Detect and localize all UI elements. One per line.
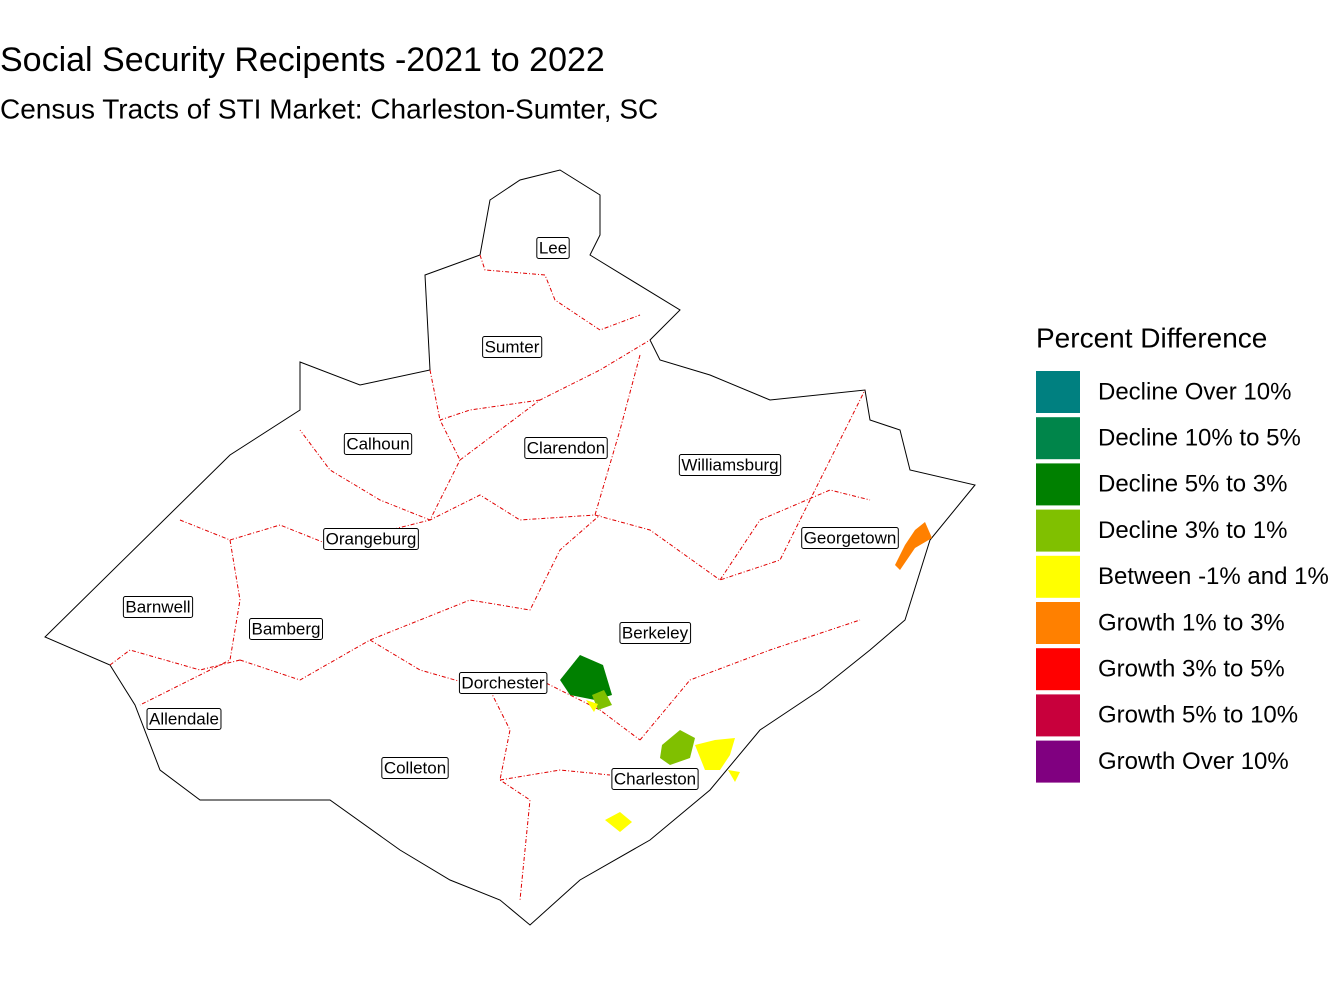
legend-label: Decline Over 10% xyxy=(1098,378,1291,405)
tract xyxy=(895,522,932,570)
county-labels: Lee Sumter Calhoun Clarendon Williamsbur… xyxy=(122,236,899,790)
legend-label: Growth Over 10% xyxy=(1098,748,1289,775)
legend-label: Decline 3% to 1% xyxy=(1098,517,1287,544)
county-label-box xyxy=(249,617,323,640)
legend-swatch xyxy=(1036,740,1080,783)
county-label: Clarendon xyxy=(527,438,605,457)
county-label: Sumter xyxy=(485,337,540,356)
legend-label: Decline 5% to 3% xyxy=(1098,471,1287,498)
tract xyxy=(586,700,598,712)
legend-swatch xyxy=(1036,602,1080,644)
legend-swatch xyxy=(1036,694,1080,737)
tract xyxy=(695,738,735,770)
county-label-box xyxy=(801,526,899,549)
county-label-box xyxy=(611,767,699,790)
county-label-box xyxy=(458,671,548,694)
legend-swatch xyxy=(1036,417,1080,460)
county-label: Georgetown xyxy=(804,528,897,547)
county-label: Orangeburg xyxy=(326,529,417,548)
county-label: Lee xyxy=(539,238,567,257)
legend: Decline Over 10% Decline 10% to 5% Decline… xyxy=(1036,371,1329,783)
county-label: Colleton xyxy=(384,758,446,777)
county-label-box xyxy=(343,432,413,455)
county-label-box xyxy=(536,236,570,259)
county-label-box xyxy=(482,335,543,358)
legend-label: Decline 10% to 5% xyxy=(1098,425,1301,452)
subtitle: Census Tracts of STI Market: Charleston-… xyxy=(0,93,658,124)
legend-label: Growth 5% to 10% xyxy=(1098,702,1298,729)
county-label-box xyxy=(122,595,194,618)
county-label: Berkeley xyxy=(622,623,689,642)
legend-swatch xyxy=(1036,648,1080,691)
county-label: Charleston xyxy=(614,769,696,788)
title: Social Security Recipents -2021 to 2022 xyxy=(0,41,605,79)
county-label-box xyxy=(678,453,782,476)
legend-swatch xyxy=(1036,555,1080,598)
tract xyxy=(728,770,740,782)
county-label: Calhoun xyxy=(346,434,409,453)
county-label: Bamberg xyxy=(252,619,321,638)
tract-fills xyxy=(560,522,932,832)
legend-swatch xyxy=(1036,463,1080,506)
county-label-box xyxy=(381,756,449,779)
legend-swatch xyxy=(1036,371,1080,413)
county-label-box xyxy=(323,527,419,550)
county-label: Dorchester xyxy=(461,673,544,692)
county-label: Allendale xyxy=(149,709,219,728)
legend-swatch xyxy=(1036,509,1080,552)
legend-title: Percent Difference xyxy=(1036,322,1267,353)
county-label-box xyxy=(146,707,222,730)
tract xyxy=(605,812,632,832)
tract xyxy=(660,730,695,765)
county-label-box xyxy=(524,436,608,459)
legend-label: Growth 3% to 5% xyxy=(1098,656,1285,683)
legend-label: Growth 1% to 3% xyxy=(1098,609,1285,636)
county-label: Williamsburg xyxy=(681,455,778,474)
tract xyxy=(560,655,612,700)
county-label: Barnwell xyxy=(125,597,190,616)
market-outline xyxy=(44,169,976,926)
county-label-box xyxy=(619,621,692,644)
legend-label: Between -1% and 1% xyxy=(1098,563,1329,590)
